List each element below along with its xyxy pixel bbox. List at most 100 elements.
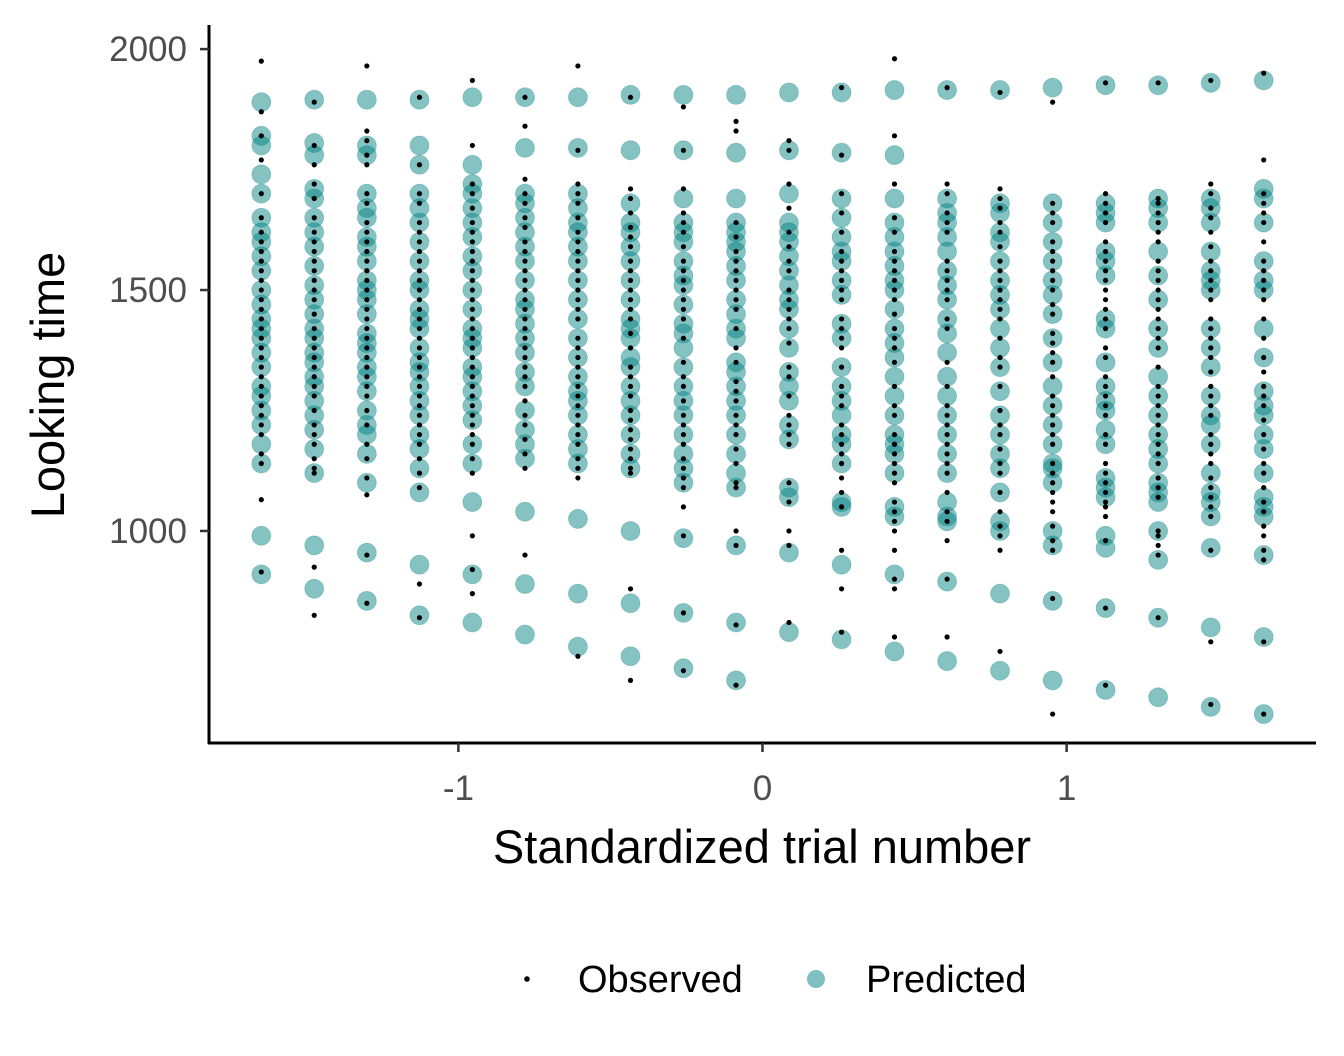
observed-point (838, 325, 845, 332)
predicted-point (1148, 492, 1169, 512)
observed-point (1261, 470, 1267, 476)
observed-point (997, 205, 1003, 211)
observed-point (680, 475, 687, 481)
observed-point (997, 335, 1003, 341)
observed-point (1208, 494, 1214, 500)
observed-point (1261, 210, 1267, 216)
predicted-point (304, 535, 325, 556)
observed-point (733, 412, 739, 418)
observed-point (786, 258, 792, 264)
observed-point (944, 412, 950, 418)
observed-point (627, 316, 634, 322)
observed-point (364, 422, 370, 428)
observed-point (627, 234, 634, 240)
observed-point (891, 634, 898, 640)
predicted-point (884, 641, 905, 662)
observed-point (1208, 460, 1214, 467)
observed-point (416, 485, 423, 491)
observed-point (733, 485, 739, 491)
observed-point (575, 191, 581, 197)
observed-point (1050, 268, 1056, 274)
predicted-point (779, 337, 799, 358)
observed-point (838, 335, 845, 341)
observed-point (1208, 258, 1214, 264)
observed-point (1261, 639, 1267, 645)
observed-point (575, 287, 581, 293)
observed-point (680, 374, 687, 380)
observed-point (469, 393, 475, 399)
observed-point (522, 215, 528, 221)
observed-point (733, 682, 739, 688)
observed-point (1155, 615, 1161, 621)
observed-point (838, 316, 845, 322)
observed-point (997, 460, 1003, 467)
observed-point (944, 422, 950, 428)
observed-point (733, 325, 739, 332)
observed-point (1155, 393, 1161, 399)
observed-point (469, 412, 475, 418)
observed-point (627, 586, 634, 592)
observed-point (258, 58, 264, 64)
observed-point (522, 412, 528, 418)
observed-point (786, 268, 792, 274)
observed-point (469, 345, 475, 351)
observed-point (364, 287, 370, 293)
observed-point (891, 311, 898, 317)
observed-point (258, 191, 264, 197)
observed-point (1102, 412, 1109, 418)
predicted-point (884, 496, 905, 517)
observed-point (1155, 451, 1161, 457)
predicted-point (673, 323, 694, 344)
predicted-point (990, 284, 1010, 305)
observed-point (838, 345, 845, 351)
observed-point (1050, 311, 1056, 317)
observed-point (627, 374, 634, 380)
observed-point (891, 441, 898, 447)
observed-point (416, 200, 423, 206)
observed-point (575, 335, 581, 341)
observed-point (997, 547, 1003, 553)
observed-point (1208, 547, 1214, 553)
observed-point (786, 147, 792, 153)
observed-point (1155, 412, 1161, 418)
observed-point (575, 475, 581, 481)
predicted-point (831, 82, 852, 103)
observed-point (258, 287, 264, 293)
observed-point (997, 219, 1003, 226)
observed-point (627, 677, 634, 683)
observed-point (364, 162, 370, 168)
predicted-point (251, 525, 272, 546)
observed-point (1261, 369, 1267, 375)
observed-point (522, 364, 528, 370)
observed-point (733, 118, 739, 124)
predicted-point (356, 207, 377, 228)
observed-point (838, 383, 845, 390)
observed-point (1050, 412, 1056, 418)
observed-point (311, 374, 317, 380)
observed-point (416, 94, 423, 100)
observed-point (1050, 711, 1056, 717)
observed-point (1208, 354, 1214, 361)
observed-point (258, 215, 264, 221)
observed-point (1208, 701, 1214, 708)
observed-point (311, 456, 317, 462)
predicted-point (251, 434, 272, 455)
observed-point (1261, 191, 1267, 197)
observed-point (1050, 287, 1056, 293)
observed-point (680, 306, 687, 312)
legend-label-predicted: Predicted (866, 959, 1027, 1001)
observed-point (1102, 345, 1109, 351)
predicted-point (515, 313, 535, 334)
predicted-point (937, 386, 958, 406)
predicted-point (462, 381, 483, 402)
observed-point (575, 393, 581, 399)
observed-point (416, 422, 423, 428)
predicted-point (937, 651, 958, 671)
observed-point (1155, 494, 1161, 500)
predicted-point (567, 453, 588, 474)
observed-point (1208, 244, 1214, 250)
observed-point (891, 359, 898, 365)
observed-point (1261, 460, 1267, 467)
observed-point (997, 186, 1003, 192)
observed-point (1261, 557, 1267, 563)
